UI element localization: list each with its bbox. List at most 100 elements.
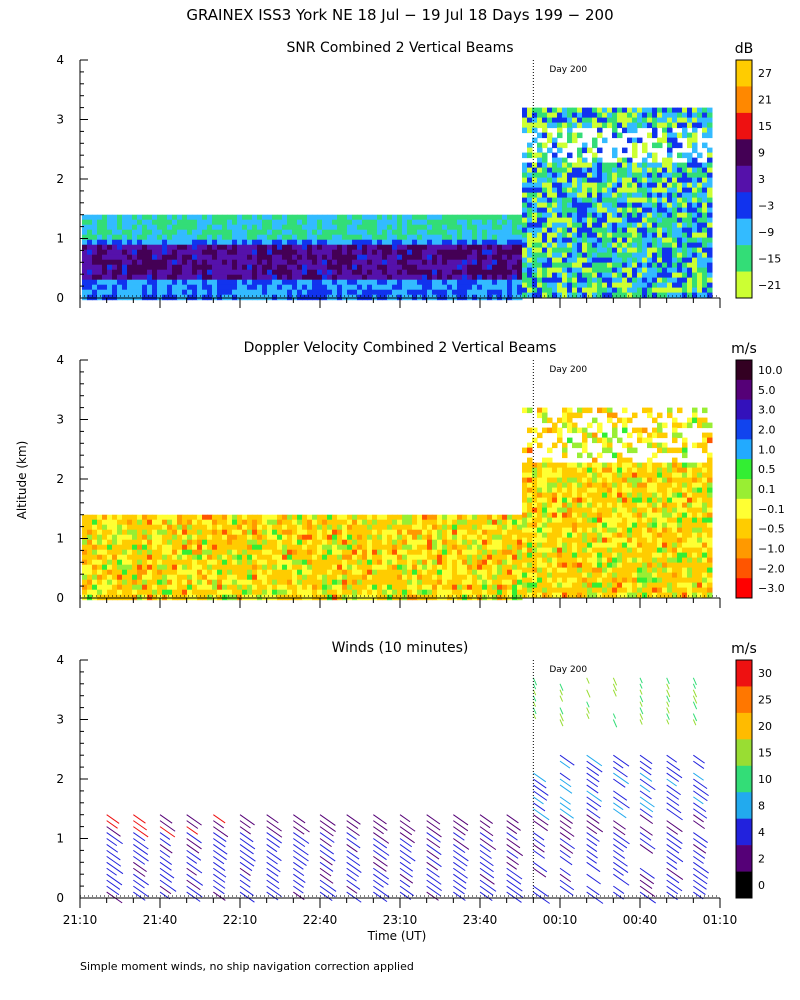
heat-cell bbox=[502, 279, 508, 286]
heat-cell bbox=[567, 152, 573, 159]
heat-cell bbox=[337, 584, 343, 591]
heat-cell bbox=[87, 589, 93, 596]
heat-cell bbox=[207, 259, 213, 266]
heat-cell bbox=[657, 117, 663, 124]
heat-cell bbox=[252, 259, 258, 266]
heat-cell bbox=[357, 214, 363, 221]
heat-cell bbox=[287, 544, 293, 551]
heat-cell bbox=[92, 529, 98, 536]
heat-cell bbox=[642, 122, 648, 129]
heat-cell bbox=[577, 232, 583, 239]
heat-cell bbox=[557, 482, 563, 489]
heat-cell bbox=[132, 214, 138, 221]
heat-cell bbox=[597, 482, 603, 489]
heat-cell bbox=[582, 247, 588, 254]
heat-cell bbox=[447, 549, 453, 556]
heat-cell bbox=[252, 244, 258, 251]
heat-cell bbox=[397, 594, 403, 601]
heat-cell bbox=[207, 214, 213, 221]
heat-cell bbox=[432, 559, 438, 566]
heat-cell bbox=[152, 519, 158, 526]
heat-cell bbox=[432, 554, 438, 561]
heat-cell bbox=[527, 202, 533, 209]
heat-cell bbox=[122, 269, 128, 276]
heat-cell bbox=[267, 234, 273, 241]
heat-cell bbox=[382, 524, 388, 531]
heat-cell bbox=[127, 594, 133, 601]
heat-cell bbox=[482, 589, 488, 596]
heat-cell bbox=[622, 232, 628, 239]
heat-cell bbox=[572, 287, 578, 294]
heat-cell bbox=[652, 192, 658, 199]
heat-cell bbox=[417, 274, 423, 281]
heat-cell bbox=[252, 594, 258, 601]
heat-cell bbox=[302, 564, 308, 571]
heat-cell bbox=[302, 579, 308, 586]
heat-cell bbox=[537, 247, 543, 254]
heat-cell bbox=[522, 177, 528, 184]
heat-cell bbox=[607, 122, 613, 129]
heat-cell bbox=[472, 539, 478, 546]
heat-cell bbox=[277, 234, 283, 241]
heat-cell bbox=[612, 172, 618, 179]
heat-cell bbox=[517, 519, 523, 526]
heat-cell bbox=[612, 257, 618, 264]
heat-cell bbox=[142, 229, 148, 236]
heat-cell bbox=[162, 274, 168, 281]
heat-cell bbox=[347, 234, 353, 241]
heat-cell bbox=[347, 244, 353, 251]
heat-cell bbox=[152, 294, 158, 301]
heat-cell bbox=[557, 277, 563, 284]
heat-cell bbox=[147, 284, 153, 291]
heat-cell bbox=[602, 562, 608, 569]
heat-cell bbox=[702, 247, 708, 254]
heat-cell bbox=[537, 502, 543, 509]
heat-cell bbox=[587, 257, 593, 264]
heat-cell bbox=[677, 132, 683, 139]
heat-cell bbox=[497, 544, 503, 551]
heat-cell bbox=[477, 274, 483, 281]
heat-cell bbox=[697, 107, 703, 114]
heat-cell bbox=[412, 549, 418, 556]
heat-cell bbox=[622, 292, 628, 299]
heat-cell bbox=[167, 214, 173, 221]
heat-cell bbox=[607, 507, 613, 514]
heat-cell bbox=[132, 584, 138, 591]
heat-cell bbox=[567, 237, 573, 244]
heat-cell bbox=[87, 254, 93, 261]
heat-cell bbox=[522, 227, 528, 234]
heat-cell bbox=[532, 462, 538, 469]
heat-cell bbox=[642, 197, 648, 204]
heat-cell bbox=[317, 224, 323, 231]
heat-cell bbox=[592, 282, 598, 289]
heat-cell bbox=[607, 222, 613, 229]
heat-cell bbox=[597, 202, 603, 209]
heat-cell bbox=[317, 279, 323, 286]
heat-cell bbox=[307, 579, 313, 586]
heat-cell bbox=[647, 112, 653, 119]
heat-cell bbox=[267, 549, 273, 556]
heat-cell bbox=[107, 249, 113, 256]
heat-cell bbox=[487, 539, 493, 546]
heat-cell bbox=[587, 212, 593, 219]
heat-cell bbox=[187, 514, 193, 521]
heat-cell bbox=[167, 579, 173, 586]
heat-cell bbox=[272, 234, 278, 241]
heat-cell bbox=[497, 244, 503, 251]
heat-cell bbox=[547, 262, 553, 269]
heat-cell bbox=[447, 544, 453, 551]
heat-cell bbox=[287, 244, 293, 251]
heat-cell bbox=[187, 289, 193, 296]
heat-cell bbox=[97, 279, 103, 286]
heat-cell bbox=[137, 554, 143, 561]
heat-cell bbox=[357, 549, 363, 556]
heat-cell bbox=[617, 477, 623, 484]
heat-cell bbox=[167, 274, 173, 281]
heat-cell bbox=[227, 259, 233, 266]
heat-cell bbox=[242, 269, 248, 276]
heat-cell bbox=[367, 264, 373, 271]
heat-cell bbox=[677, 247, 683, 254]
heat-cell bbox=[557, 267, 563, 274]
heat-cell bbox=[407, 529, 413, 536]
heat-cell bbox=[127, 524, 133, 531]
